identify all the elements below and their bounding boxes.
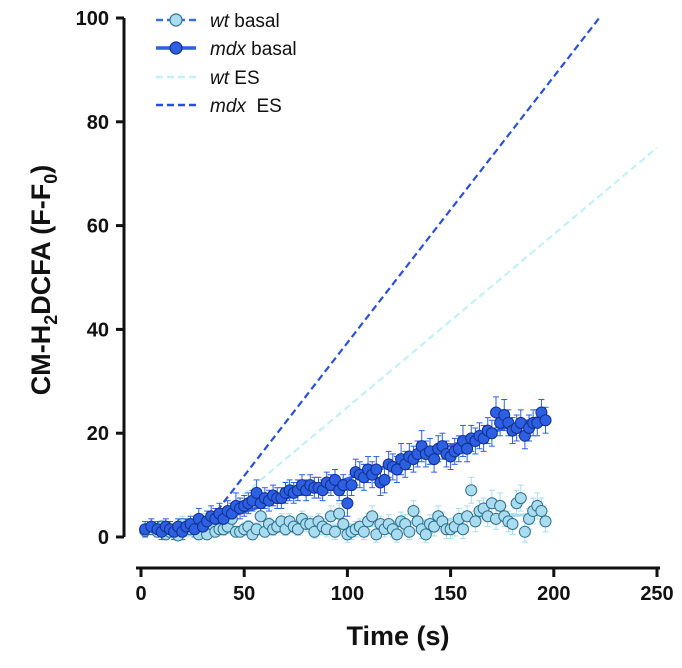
- point-wt-basal: [514, 492, 527, 505]
- point-wt-basal: [456, 523, 469, 536]
- point-wt-basal: [407, 505, 420, 518]
- y-tick-label: 80: [87, 112, 109, 134]
- point-wt-basal: [366, 510, 379, 523]
- point-wt-basal: [403, 525, 416, 538]
- x-tick-label: 250: [640, 583, 673, 605]
- legend-item-wt-es: wt ES: [156, 68, 260, 89]
- legend-item-mdx-basal: mdx basal: [156, 39, 297, 60]
- legend-marker-mdx-basal: [169, 41, 183, 55]
- x-tick-label: 150: [434, 583, 467, 605]
- legend-marker-wt-basal: [169, 13, 183, 27]
- legend: wt basal mdx basal wt ES mdx ES: [156, 11, 297, 117]
- y-tick-label: 60: [87, 216, 109, 238]
- point-wt-basal: [357, 525, 370, 538]
- y-axis-title: CM-H2DCFA (F-F0): [26, 165, 61, 395]
- ticks-layer: 0 20 40 60 80 100 0 50 100 150 200 250: [76, 8, 674, 605]
- x-tick-label: 50: [233, 583, 255, 605]
- point-mdx-basal: [485, 427, 498, 440]
- es-lines-layer: [191, 17, 658, 538]
- x-axis-title: Time (s): [346, 621, 449, 651]
- legend-item-wt-basal: wt basal: [156, 11, 280, 32]
- legend-label-wt-basal: wt basal: [210, 11, 280, 32]
- point-mdx-basal: [341, 497, 354, 510]
- point-wt-basal: [390, 528, 403, 541]
- point-wt-basal: [337, 518, 350, 531]
- x-tick-label: 100: [331, 583, 364, 605]
- points-layer: [139, 406, 552, 542]
- point-mdx-basal: [345, 479, 358, 492]
- point-mdx-basal: [539, 414, 552, 427]
- y-tick-label: 0: [98, 527, 109, 549]
- point-wt-basal: [539, 515, 552, 528]
- point-wt-basal: [518, 525, 531, 538]
- legend-label-mdx-basal: mdx basal: [210, 39, 297, 60]
- point-wt-basal: [494, 499, 507, 512]
- legend-item-mdx-es: mdx ES: [156, 96, 282, 117]
- point-mdx-basal: [428, 453, 441, 466]
- point-wt-basal: [465, 484, 478, 497]
- point-wt-basal: [419, 528, 432, 541]
- legend-label-wt-es: wt ES: [210, 68, 260, 89]
- legend-label-mdx-es: mdx ES: [210, 96, 282, 117]
- x-tick-label: 0: [135, 583, 146, 605]
- point-wt-basal: [506, 518, 519, 531]
- axes-layer: [122, 18, 660, 570]
- y-tick-label: 40: [87, 319, 109, 341]
- point-wt-basal: [254, 510, 267, 523]
- y-tick-label: 100: [76, 8, 109, 30]
- point-wt-basal: [329, 525, 342, 538]
- series-line-wt-es: [191, 146, 658, 538]
- y-tick-label: 20: [87, 423, 109, 445]
- x-tick-label: 200: [537, 583, 570, 605]
- point-wt-basal: [469, 515, 482, 528]
- point-mdx-basal: [461, 442, 474, 455]
- point-wt-basal: [535, 505, 548, 518]
- point-mdx-basal: [378, 473, 391, 486]
- point-mdx-basal: [370, 463, 383, 476]
- point-wt-basal: [333, 507, 346, 520]
